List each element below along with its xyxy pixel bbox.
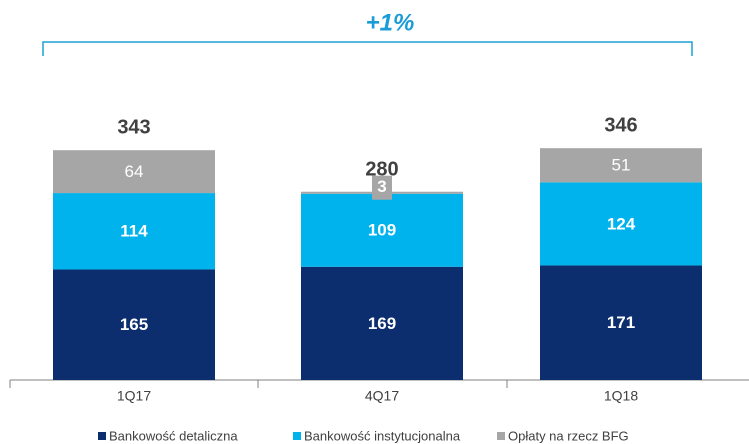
x-tick-label: 1Q17 bbox=[117, 388, 151, 404]
value-label: 169 bbox=[368, 314, 396, 333]
bar-segment bbox=[540, 265, 702, 380]
bar-segment bbox=[53, 193, 215, 270]
total-label: 343 bbox=[117, 116, 150, 138]
legend-swatch bbox=[497, 432, 505, 440]
value-label: 64 bbox=[125, 162, 144, 181]
x-tick-label: 4Q17 bbox=[365, 388, 399, 404]
total-label: 346 bbox=[604, 114, 637, 136]
bar-segment bbox=[540, 148, 702, 183]
bar-segment bbox=[540, 182, 702, 266]
value-label: 114 bbox=[120, 222, 148, 241]
value-label: 51 bbox=[612, 156, 631, 175]
bar-segment bbox=[301, 193, 463, 267]
legend-label: Opłaty na rzecz BFG bbox=[508, 428, 629, 443]
value-label: 109 bbox=[368, 221, 396, 240]
label-box bbox=[372, 175, 392, 200]
value-label: 124 bbox=[607, 214, 636, 233]
bar-segment bbox=[53, 150, 215, 194]
legend-label: Bankowość instytucjonalna bbox=[304, 428, 461, 443]
legend-swatch bbox=[98, 432, 106, 440]
value-label: 165 bbox=[120, 315, 148, 334]
x-tick-label: 1Q18 bbox=[604, 388, 638, 404]
bar-segment bbox=[301, 266, 463, 380]
annotation: +1% bbox=[366, 9, 415, 36]
bracket bbox=[42, 41, 693, 56]
total-label: 280 bbox=[365, 159, 398, 181]
legend-label: Bankowość detaliczna bbox=[109, 428, 238, 443]
value-label: 3 bbox=[377, 177, 386, 196]
legend-swatch bbox=[293, 432, 301, 440]
bar-segment bbox=[53, 269, 215, 380]
value-label: 171 bbox=[607, 313, 635, 332]
